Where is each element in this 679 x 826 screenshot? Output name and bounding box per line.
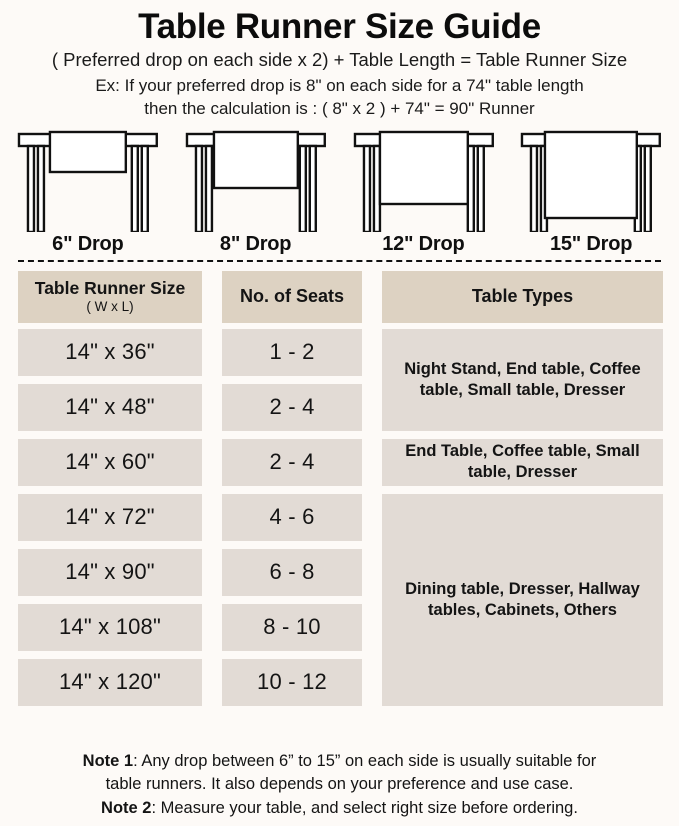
drop-diagram-12in xyxy=(340,128,508,232)
table-types-cell: Night Stand, End table, Coffee table, Sm… xyxy=(382,328,663,431)
size-cell: 14" x 108" xyxy=(18,603,202,651)
column-header-size-main: Table Runner Size xyxy=(34,277,186,298)
column-header-size: Table Runner Size ( W x L) xyxy=(18,270,202,323)
drop-diagram-strip xyxy=(0,128,679,232)
formula-line: ( Preferred drop on each side x 2) + Tab… xyxy=(51,49,628,71)
note-1-continued: table runners. It also depends on your p… xyxy=(8,773,671,796)
page-title: Table Runner Size Guide xyxy=(138,7,541,46)
note-2-text: : Measure your table, and select right s… xyxy=(151,798,578,817)
types-cell-stack: Night Stand, End table, Coffee table, Sm… xyxy=(382,328,663,706)
table-types-cell: End Table, Coffee table, Small table, Dr… xyxy=(382,438,663,486)
seats-cell: 1 - 2 xyxy=(222,328,362,376)
drop-label-12in: 12" Drop xyxy=(382,232,465,255)
drop-label-8in: 8" Drop xyxy=(219,232,292,255)
table-with-runner-icon xyxy=(17,130,158,232)
note-1-label: Note 1 xyxy=(82,751,134,770)
seats-cell: 8 - 10 xyxy=(222,603,362,651)
size-cell: 14" x 90" xyxy=(18,548,202,596)
header-block: Table Runner Size Guide ( Preferred drop… xyxy=(0,0,679,121)
drop-label-row: 6" Drop 8" Drop 12" Drop 15" Drop xyxy=(0,233,679,256)
drop-diagram-6in xyxy=(4,128,172,232)
footer-notes: Note 1: Any drop between 6” to 15” on ea… xyxy=(0,750,679,820)
size-cell: 14" x 48" xyxy=(18,383,202,431)
seat-cell-stack: 1 - 2 2 - 4 2 - 4 4 - 6 6 - 8 8 - 10 10 … xyxy=(222,328,362,706)
drop-label-15in: 15" Drop xyxy=(549,232,633,255)
column-header-types: Table Types xyxy=(382,270,663,323)
drop-diagram-8in xyxy=(172,128,340,232)
table-grid: Table Runner Size ( W x L) 14" x 36" 14"… xyxy=(18,270,663,706)
size-cell-stack: 14" x 36" 14" x 48" 14" x 60" 14" x 72" … xyxy=(18,328,202,706)
column-header-seats: No. of Seats xyxy=(222,270,362,323)
column-no-of-seats: No. of Seats 1 - 2 2 - 4 2 - 4 4 - 6 6 -… xyxy=(222,270,362,706)
seats-cell: 6 - 8 xyxy=(222,548,362,596)
seats-cell: 2 - 4 xyxy=(222,383,362,431)
example-line-1: Ex: If your preferred drop is 8" on each… xyxy=(95,75,584,95)
column-header-seats-label: No. of Seats xyxy=(239,286,345,307)
note-2: Note 2: Measure your table, and select r… xyxy=(8,797,671,820)
seats-cell: 4 - 6 xyxy=(222,493,362,541)
note-2-label: Note 2 xyxy=(101,798,152,817)
drop-label-6in: 6" Drop xyxy=(52,232,124,255)
section-divider xyxy=(18,259,661,262)
column-header-size-sub: ( W x L) xyxy=(86,298,134,314)
seats-cell: 10 - 12 xyxy=(222,658,362,706)
size-cell: 14" x 36" xyxy=(18,328,202,376)
note-1-continued-text: table runners. It also depends on your p… xyxy=(105,775,574,794)
note-1-text: : Any drop between 6” to 15” on each sid… xyxy=(133,751,597,770)
example-line-2: then the calculation is : ( 8" x 2 ) + 7… xyxy=(144,99,535,119)
drop-diagram-15in xyxy=(507,128,675,232)
column-header-types-label: Table Types xyxy=(471,286,574,307)
seats-cell: 2 - 4 xyxy=(222,438,362,486)
table-types-cell: Dining table, Dresser, Hallway tables, C… xyxy=(382,493,663,706)
table-with-runner-icon xyxy=(521,130,662,232)
size-table: Table Runner Size ( W x L) 14" x 36" 14"… xyxy=(0,270,679,706)
size-cell: 14" x 120" xyxy=(18,658,202,706)
column-table-runner-size: Table Runner Size ( W x L) 14" x 36" 14"… xyxy=(18,270,202,706)
size-cell: 14" x 60" xyxy=(18,438,202,486)
column-table-types: Table Types Night Stand, End table, Coff… xyxy=(382,270,663,706)
note-1: Note 1: Any drop between 6” to 15” on ea… xyxy=(8,750,671,773)
size-cell: 14" x 72" xyxy=(18,493,202,541)
table-with-runner-icon xyxy=(185,130,326,232)
table-with-runner-icon xyxy=(353,130,494,232)
